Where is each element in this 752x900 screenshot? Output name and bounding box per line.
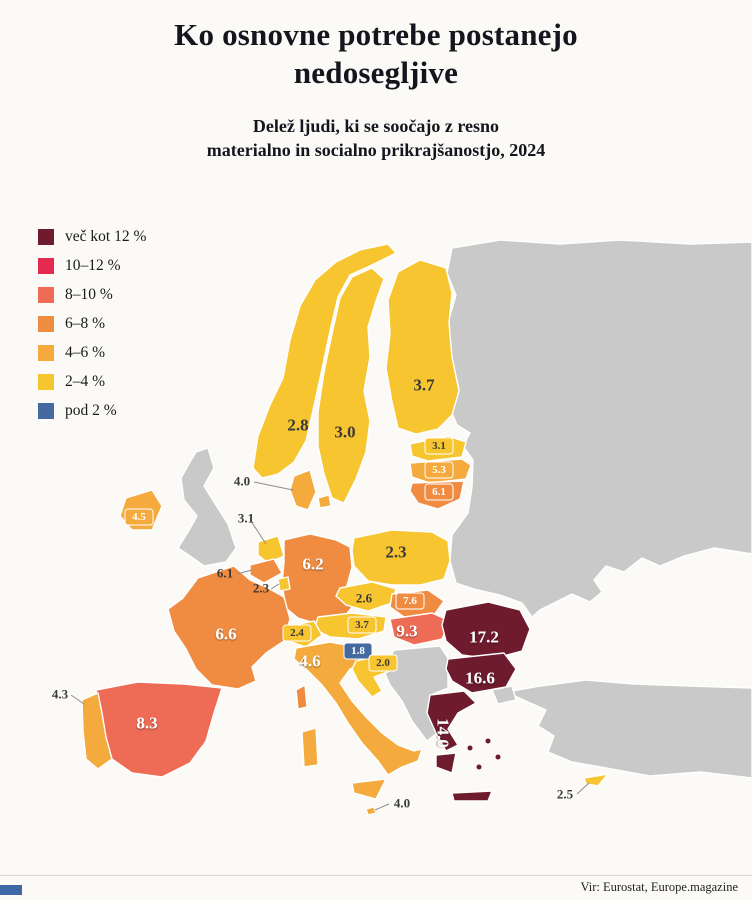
value-chip-IE [124, 508, 154, 526]
country-PT [81, 692, 113, 770]
island-ES [198, 740, 204, 746]
legend-item-b4_6: 4–6 % [38, 344, 146, 362]
subtitle-line-1: Delež ljudi, ki se soočajo z resno [252, 115, 500, 136]
country-FR [295, 684, 308, 710]
country-SE [317, 267, 385, 504]
legend-swatch [38, 374, 54, 390]
no-data-region-united-kingdom [177, 447, 237, 567]
country-LU [277, 576, 291, 592]
source-note: Vir: Eurostat, Europe.magazine [580, 880, 738, 894]
subtitle: Delež ljudi, ki se soočajo z resno mater… [0, 114, 752, 163]
legend-label: pod 2 % [65, 402, 117, 419]
country-IT [351, 778, 387, 800]
legend-item-b10_12: 10–12 % [38, 257, 146, 275]
value-label-NL: 3.1 [238, 511, 254, 526]
country-MT [365, 806, 377, 816]
legend-label: 2–4 % [65, 373, 106, 390]
value-chip-HR [368, 654, 398, 672]
country-DK [289, 469, 317, 511]
island-GR [467, 745, 473, 751]
page-title: Ko osnovne potrebe postanejo nedosegljiv… [174, 17, 578, 90]
no-data-region-russia-east [446, 239, 752, 618]
country-CZ [335, 581, 397, 612]
country-GR [435, 752, 457, 774]
country-PL [351, 529, 451, 586]
footer: Vir: Eurostat, Europe.magazine [0, 875, 752, 900]
country-FI [385, 259, 460, 435]
legend-item-gt12: več kot 12 % [38, 228, 146, 246]
legend-item-b8_10: 8–10 % [38, 286, 146, 304]
subtitle-line-2: materialno in socialno prikrajšanostjo, … [206, 139, 546, 160]
value-chip-AT [347, 616, 377, 634]
legend-swatch [38, 345, 54, 361]
value-label-PT: 4.3 [52, 687, 69, 702]
legend-item-b6_8: 6–8 % [38, 315, 146, 333]
header: Ko osnovne potrebe postanejo nedosegljiv… [0, 0, 752, 162]
value-chip-SI [343, 642, 373, 660]
leader-line [236, 569, 253, 575]
country-DE [281, 533, 353, 625]
value-chip-LT [424, 483, 454, 501]
leader-line [250, 520, 267, 545]
legend-label: 6–8 % [65, 315, 106, 332]
leader-line [576, 782, 590, 795]
country-NL [257, 535, 285, 564]
legend-item-b2_4: 2–4 % [38, 373, 146, 391]
legend-item-lt2: pod 2 % [38, 402, 146, 420]
country-GR [426, 690, 477, 752]
legend-swatch [38, 287, 54, 303]
footer-accent-bar [0, 885, 22, 895]
legend-swatch [38, 229, 54, 245]
leader-line [374, 803, 390, 811]
legend-label: 8–10 % [65, 286, 113, 303]
legend-label: 10–12 % [65, 257, 121, 274]
legend-label: več kot 12 % [65, 228, 147, 245]
island-GR [485, 738, 491, 744]
legend-swatch [38, 316, 54, 332]
country-BG [445, 652, 517, 694]
country-GR [451, 790, 493, 802]
country-BE [249, 558, 283, 584]
value-chip-LV [424, 461, 454, 479]
value-chip-CH [282, 624, 312, 642]
leader-line [253, 481, 294, 491]
leader-line [70, 694, 85, 705]
country-DK [317, 494, 332, 509]
no-data-region-turkey [505, 679, 752, 779]
value-label-DK: 4.0 [234, 474, 250, 489]
legend-swatch [38, 403, 54, 419]
legend-label: 4–6 % [65, 344, 106, 361]
legend: več kot 12 % 10–12 % 8–10 % 6–8 % 4–6 % 2–4 %… [38, 228, 146, 431]
value-label-CY: 2.5 [557, 787, 574, 802]
country-ES [95, 681, 223, 778]
country-CY [583, 773, 609, 787]
island-GR [476, 764, 482, 770]
leader-line [270, 583, 280, 590]
legend-swatch [38, 258, 54, 274]
country-FR [167, 565, 291, 690]
value-chip-SK [395, 592, 425, 610]
country-NO [252, 243, 397, 479]
country-HU [389, 612, 451, 646]
value-label-MT: 4.0 [394, 796, 410, 811]
country-IT [301, 727, 319, 768]
country-RO [441, 601, 531, 660]
island-GR [495, 754, 501, 760]
value-chip-EE [424, 437, 454, 455]
